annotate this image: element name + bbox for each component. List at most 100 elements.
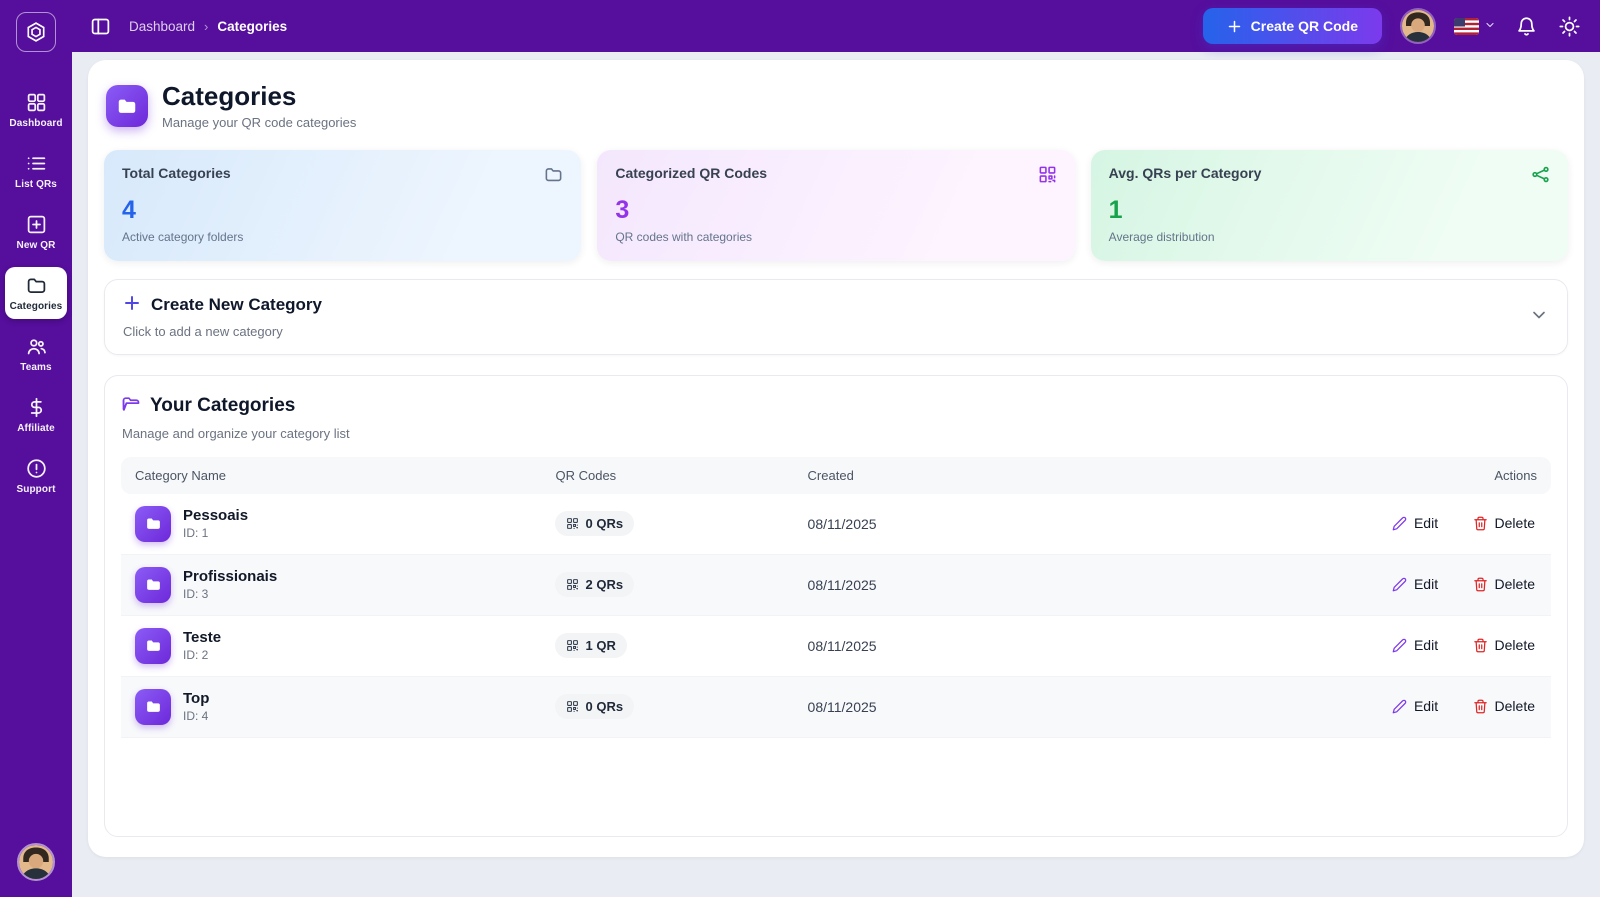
dollar-icon (30, 397, 42, 418)
created-date: 08/11/2025 (793, 554, 1350, 616)
breadcrumb-separator: › (204, 18, 209, 34)
stat-card-categorized-qr-codes: Categorized QR Codes 3 QR codes with cat… (597, 149, 1075, 261)
column-header-created: Created (793, 456, 1350, 494)
delete-button[interactable]: Delete (1471, 633, 1537, 657)
pencil-icon (1392, 577, 1407, 592)
table-row: Top ID: 4 0 QRs 08/11/2025 Edit Delete (121, 676, 1551, 738)
qr-count-label: 0 QRs (585, 516, 624, 532)
stat-card-total-categories: Total Categories 4 Active category folde… (104, 149, 582, 261)
stat-card-avg-qrs-per-category: Avg. QRs per Category 1 Average distribu… (1090, 149, 1568, 261)
edit-label: Edit (1413, 515, 1439, 532)
hexagon-logo-icon (27, 22, 45, 42)
sidebar-toggle-button[interactable] (88, 14, 113, 39)
plus-square-icon (27, 215, 45, 234)
qr-code-icon (567, 579, 579, 591)
categories-folder-icon (106, 84, 148, 127)
stat-value: 4 (122, 195, 136, 224)
sidebar-item-affiliate[interactable]: Affiliate (5, 389, 67, 441)
topbar: Dashboard › Categories Create QR Code (72, 0, 1600, 52)
delete-label: Delete (1494, 515, 1535, 532)
sidebar-item-label: New QR (16, 240, 56, 251)
stat-value: 1 (1108, 195, 1123, 224)
edit-button[interactable]: Edit (1390, 572, 1440, 596)
column-header-actions: Actions (1349, 456, 1551, 494)
bell-icon (1518, 16, 1535, 36)
trash-icon (1473, 638, 1487, 653)
edit-button[interactable]: Edit (1390, 633, 1440, 657)
chevron-down-icon (1484, 19, 1496, 34)
category-name: Teste (183, 629, 222, 647)
delete-label: Delete (1494, 576, 1535, 593)
folder-icon (544, 165, 563, 189)
stat-label: Categorized QR Codes (615, 164, 768, 181)
sidebar-item-new-qr[interactable]: New QR (5, 206, 67, 258)
your-categories-section: Your Categories Manage and organize your… (104, 374, 1568, 837)
pencil-icon (1392, 638, 1407, 653)
sidebar-item-dashboard[interactable]: Dashboard (5, 84, 67, 136)
trash-icon (1473, 699, 1487, 714)
delete-button[interactable]: Delete (1471, 694, 1537, 718)
sidebar-item-label: Categories (9, 301, 63, 312)
category-id: ID: 4 (183, 709, 209, 724)
breadcrumb-dashboard-link[interactable]: Dashboard (129, 18, 196, 34)
category-folder-icon (135, 627, 171, 664)
folder-icon (27, 278, 45, 293)
user-avatar[interactable] (1400, 8, 1436, 44)
page-title: Categories (162, 81, 297, 111)
create-new-category-panel[interactable]: Create New Category Click to add a new c… (104, 278, 1568, 355)
table-header-row: Category Name QR Codes Created Actions (121, 456, 1551, 494)
sidebar-item-teams[interactable]: Teams (5, 328, 67, 380)
stat-label: Avg. QRs per Category (1108, 164, 1262, 181)
edit-button[interactable]: Edit (1390, 694, 1440, 718)
sidebar-item-list-qrs[interactable]: List QRs (5, 145, 67, 197)
network-icon (1531, 165, 1550, 189)
pencil-icon (1392, 516, 1407, 531)
sidebar-user-avatar[interactable] (17, 843, 55, 881)
created-date: 08/11/2025 (793, 676, 1350, 738)
qr-count-label: 2 QRs (585, 577, 624, 593)
delete-button[interactable]: Delete (1471, 572, 1537, 596)
edit-button[interactable]: Edit (1390, 511, 1440, 535)
created-date: 08/11/2025 (793, 616, 1350, 677)
qr-count-label: 1 QR (585, 638, 616, 654)
column-header-qr-codes: QR Codes (541, 456, 794, 494)
stat-description: Active category folders (122, 229, 244, 244)
list-icon (27, 157, 45, 170)
sidebar-item-label: Teams (20, 362, 52, 373)
delete-button[interactable]: Delete (1471, 511, 1537, 535)
delete-label: Delete (1494, 698, 1535, 715)
qr-count-badge: 0 QRs (555, 511, 635, 537)
category-name: Top (183, 690, 210, 708)
theme-toggle-button[interactable] (1557, 14, 1582, 39)
sun-icon (1559, 15, 1580, 37)
qr-code-icon (567, 640, 579, 652)
sidebar-item-label: Affiliate (17, 423, 55, 434)
sidebar: Dashboard List QRs New QR Categories (0, 0, 72, 897)
category-table-body: Pessoais ID: 1 0 QRs 08/11/2025 Edit Del… (121, 494, 1551, 738)
sidebar-item-label: Support (16, 484, 56, 495)
users-icon (27, 339, 46, 355)
sidebar-item-support[interactable]: Support (5, 450, 67, 502)
create-qr-code-button[interactable]: Create QR Code (1202, 8, 1382, 44)
category-id: ID: 3 (183, 587, 209, 602)
breadcrumb-current: Categories (217, 18, 288, 34)
expand-create-panel-button[interactable] (1529, 305, 1549, 328)
qr-count-badge: 2 QRs (555, 572, 635, 598)
page-content: Categories Manage your QR code categorie… (72, 52, 1600, 897)
page-header: Categories Manage your QR code categorie… (106, 82, 1568, 130)
table-row: Teste ID: 2 1 QR 08/11/2025 Edit Delete (121, 616, 1551, 677)
qr-count-badge: 1 QR (555, 633, 627, 659)
breadcrumb: Dashboard › Categories (129, 19, 287, 34)
create-panel-title: Create New Category (151, 295, 323, 315)
delete-label: Delete (1494, 637, 1535, 654)
stat-value: 3 (615, 195, 630, 224)
sidebar-item-categories[interactable]: Categories (5, 267, 67, 319)
trash-icon (1473, 516, 1487, 531)
edit-label: Edit (1413, 637, 1439, 654)
section-title: Your Categories (150, 395, 296, 417)
category-folder-icon (135, 505, 171, 542)
notifications-button[interactable] (1514, 14, 1539, 39)
app-logo[interactable] (16, 12, 56, 52)
language-selector[interactable] (1454, 17, 1496, 35)
